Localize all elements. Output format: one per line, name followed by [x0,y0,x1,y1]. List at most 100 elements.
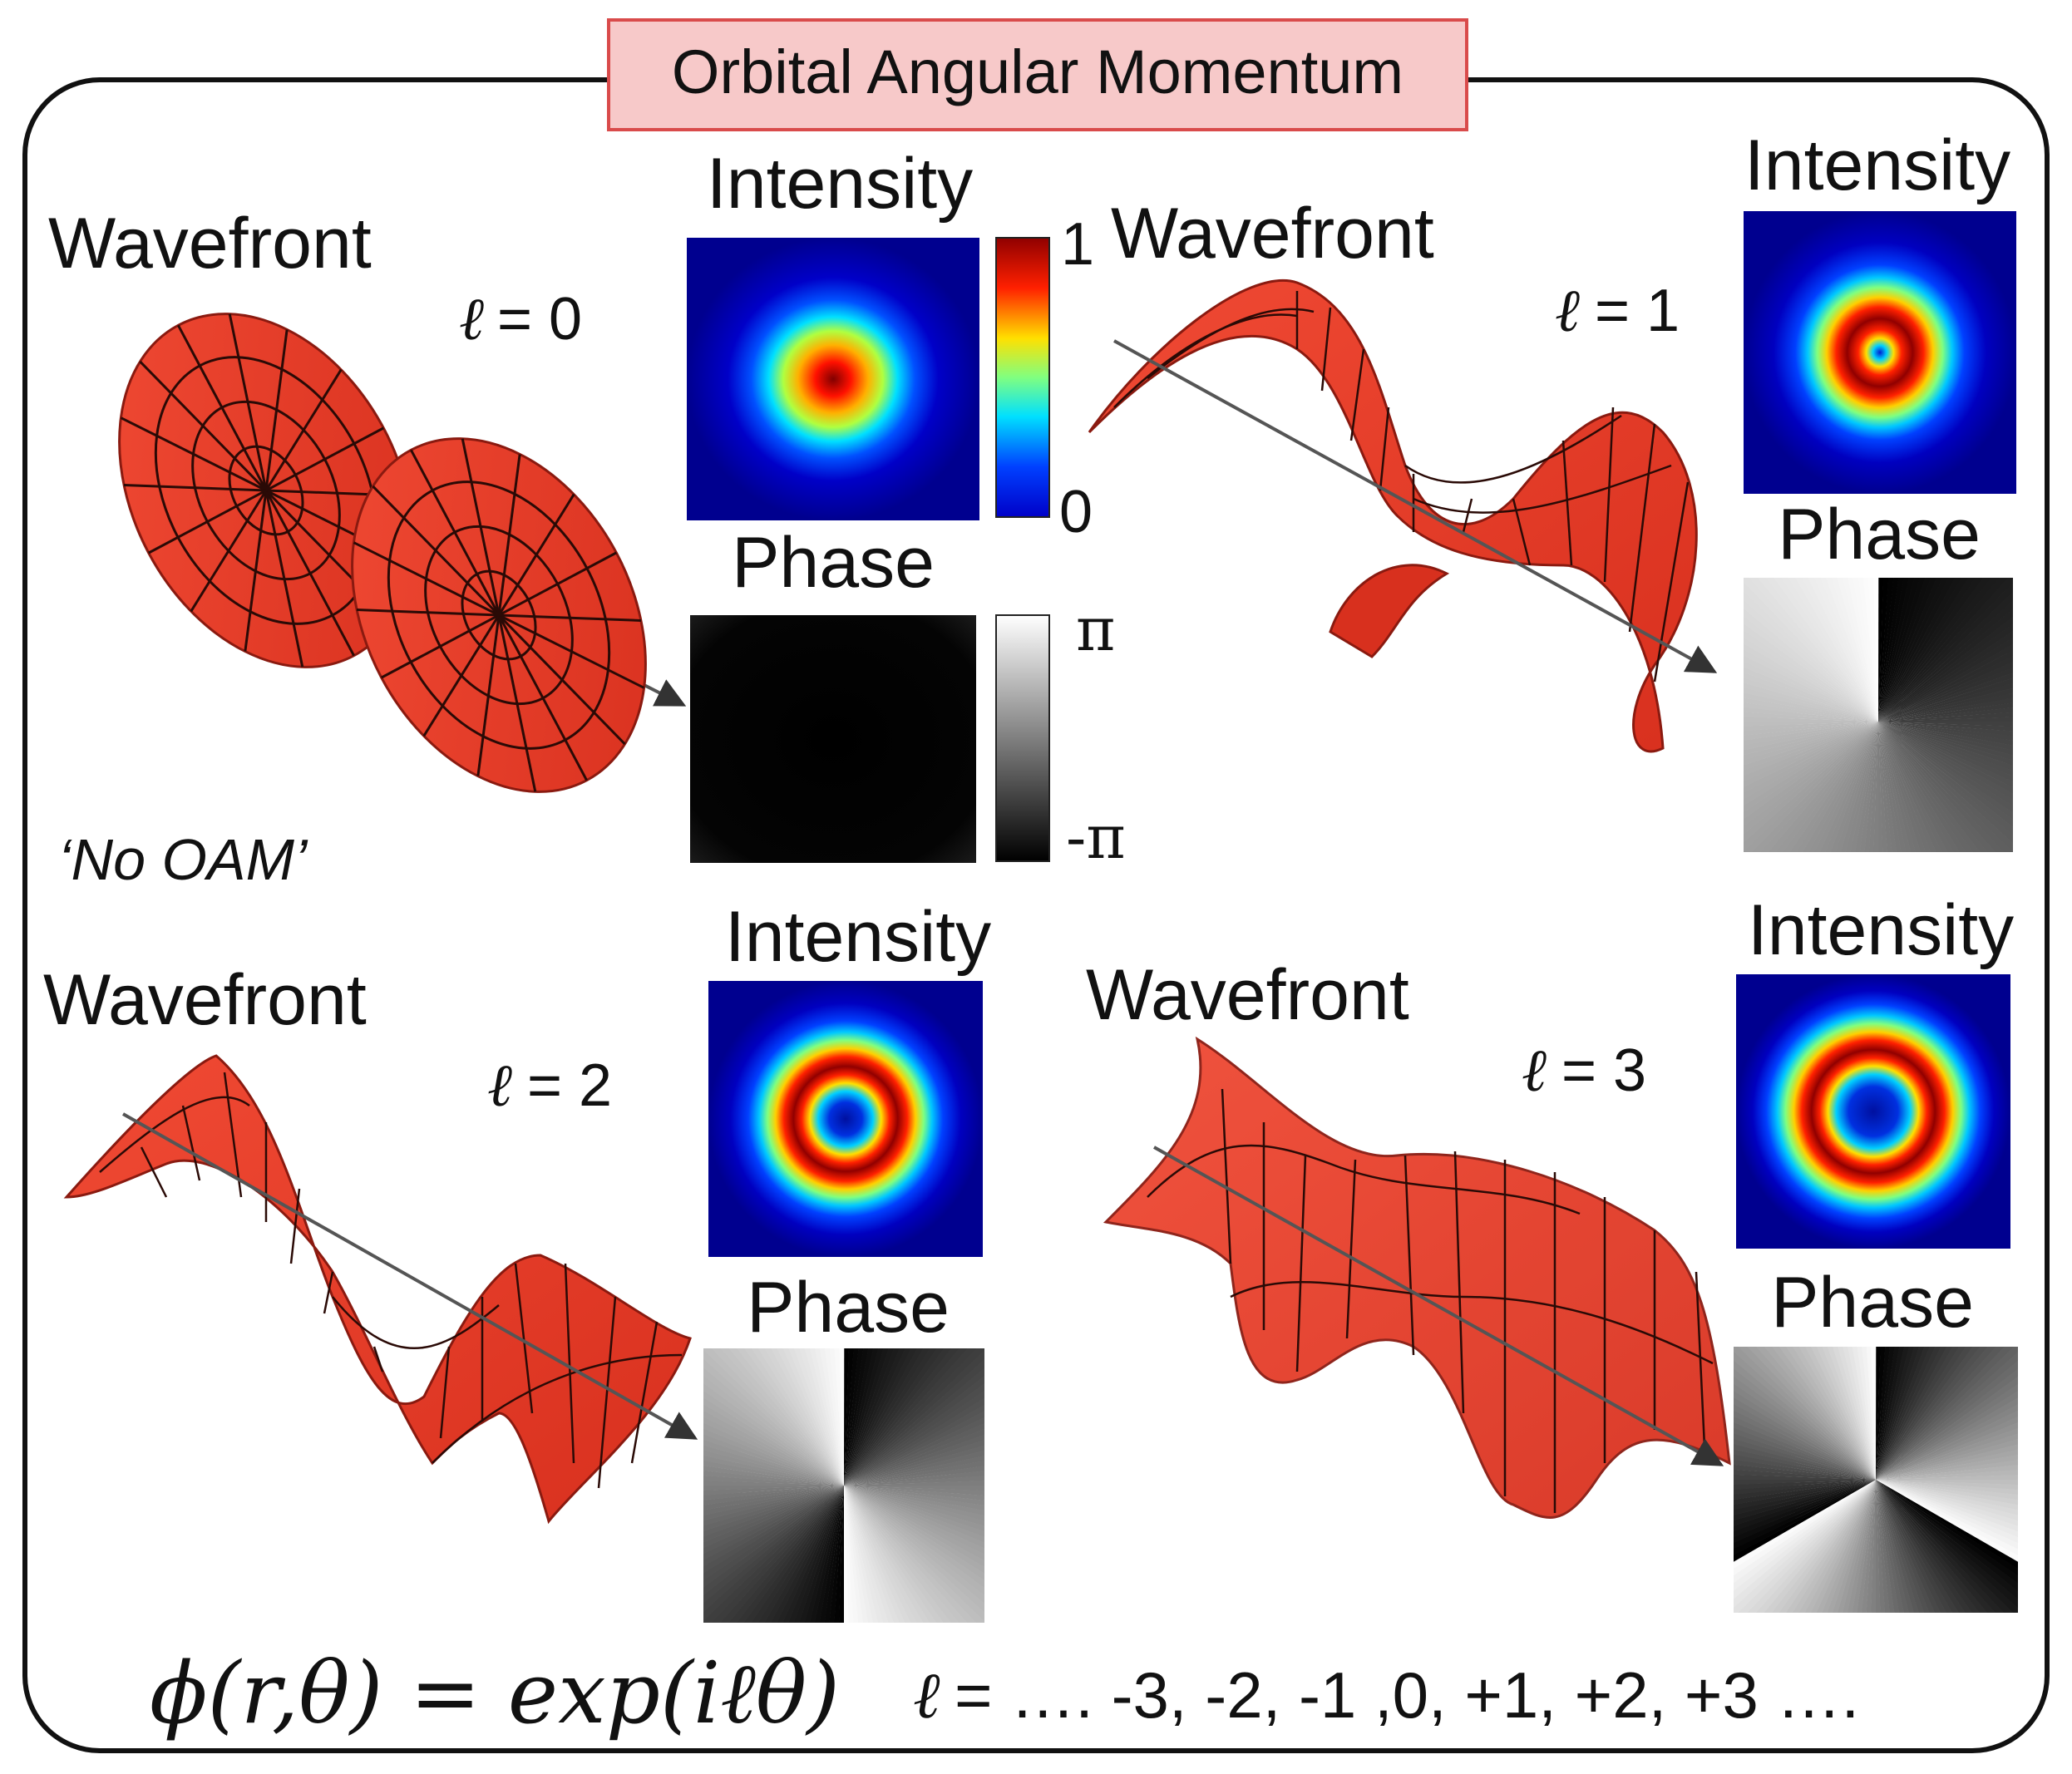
phase-wedge [844,1375,984,1486]
phase-colorbar-min: -π [1066,802,1126,872]
phase-wedge [1878,649,2013,722]
phase-wedge [1810,1347,1876,1480]
formula-l-symbol: ℓ [913,1658,940,1733]
intensity-label: Intensity [707,144,973,224]
l-symbol: ℓ [1555,275,1580,345]
phase-wedge [1878,722,1981,852]
phase-wedge [1744,722,1878,732]
phase-wedge [1875,1480,1881,1613]
phase-wedge [1876,1416,2018,1480]
phase-wedge [1744,722,1878,835]
intensity-map [1736,974,2010,1249]
phase-wedge [703,1486,844,1496]
phase-wedge [1778,1347,1876,1480]
phase-wedge [1878,722,1917,852]
phase-wedge [1878,722,1902,852]
phase-wedge [1876,1480,2018,1613]
phase-wedge [834,1348,844,1486]
phase-wedge [1876,1360,2018,1480]
phase-wedge [1744,722,1878,852]
phase-wedge [1757,578,1878,722]
phase-wedge [1876,1480,1930,1613]
phase-wedge [1876,1410,2018,1480]
phase-wedge [1734,1480,1876,1584]
phase-wedge [1755,1347,1876,1480]
phase-wedge [844,1445,984,1486]
phase-wedge [1734,1480,1876,1495]
phase-wedge [844,1450,984,1486]
phase-wedge [1876,1465,2018,1480]
intensity-map [1744,211,2016,494]
phase-wedge [703,1486,844,1604]
phase-wedge [1734,1480,1876,1510]
phase-wedge [703,1486,844,1515]
phase-wedge [844,1349,984,1486]
phase-wedge [1876,1480,1886,1613]
l-value: = 1 [1595,278,1680,344]
phase-wedge [1813,578,1878,722]
phase-wedge [1876,1480,2018,1486]
phase-wedge [1876,1480,1953,1613]
phase-wedge [703,1486,844,1501]
phase-wedge [1808,578,1878,722]
phase-wedge [703,1486,844,1543]
phase-wedge [1878,722,1887,852]
phase-wedge [703,1486,844,1622]
l-value: = 0 [497,286,582,352]
phase-wedge [844,1486,960,1623]
wavefront-helix [1088,279,1698,753]
phase-wedge [1862,1347,1876,1480]
phase-wedge [1876,1347,1886,1480]
phase-colorbar [995,614,1050,862]
phase-wedge [1744,722,1878,852]
phase-wedge [844,1466,984,1486]
phase-wedge [728,1348,844,1486]
intensity-colorbar-max: 1 [1061,211,1094,278]
panel-l3: Wavefront ℓ = 3 Intensity Phase [1086,890,2018,1613]
phase-wedge [1734,1480,1876,1544]
formula: ϕ(r,θ) = exp(iℓθ) ℓ = …. -3, -2, -1 ,0, … [150,1644,1859,1743]
phase-wedge [703,1475,844,1486]
phase-wedge [1878,722,2013,852]
phase-wedge [1878,722,1907,852]
phase-wedge [844,1481,984,1486]
phase-wedge [1876,1449,2018,1480]
phase-label: Phase [1771,1263,1974,1343]
phase-wedge [844,1486,968,1623]
phase-wedge [1878,722,1996,852]
phase-wedge [1878,717,2013,722]
phase-wedge [1744,722,1878,820]
phase-wedge [809,1348,844,1486]
phase-wedge [720,1348,844,1486]
phase-wedge [1876,1480,1905,1613]
phase-wedge [1876,1427,2018,1480]
phase-wedge [1876,1480,1973,1613]
phase-label: Phase [1778,495,1981,574]
phase-wedge [1878,578,1889,722]
phase-wedge [1876,1480,1981,1613]
phase-wedge [844,1486,859,1623]
phase-wedge [844,1486,924,1623]
l-symbol: ℓ [459,283,484,353]
phase-wedge [1876,1352,2018,1480]
phase-wedge [844,1486,854,1623]
phase-wedge [1876,1475,2018,1481]
phase-wedge [703,1485,844,1491]
phase-wedge [1878,673,2013,722]
phase-wedge [703,1486,844,1567]
phase-label: Phase [747,1268,950,1348]
phase-wedge [1734,1479,1876,1485]
phase-wedge [1878,578,1884,722]
intensity-map [687,238,979,520]
phase-wedge [1837,578,1878,722]
phase-wedge [1876,1480,1925,1613]
phase-wedge [1878,655,2013,722]
phase-map [1744,578,2013,852]
phase-wedge [1873,722,1878,852]
phase-wedge [1878,712,2013,722]
phase-wedge [844,1476,984,1486]
phase-wedge [703,1486,844,1549]
phase-wedge [703,1486,844,1588]
phase-wedge [1872,578,1879,722]
phase-wedge [814,1348,844,1486]
